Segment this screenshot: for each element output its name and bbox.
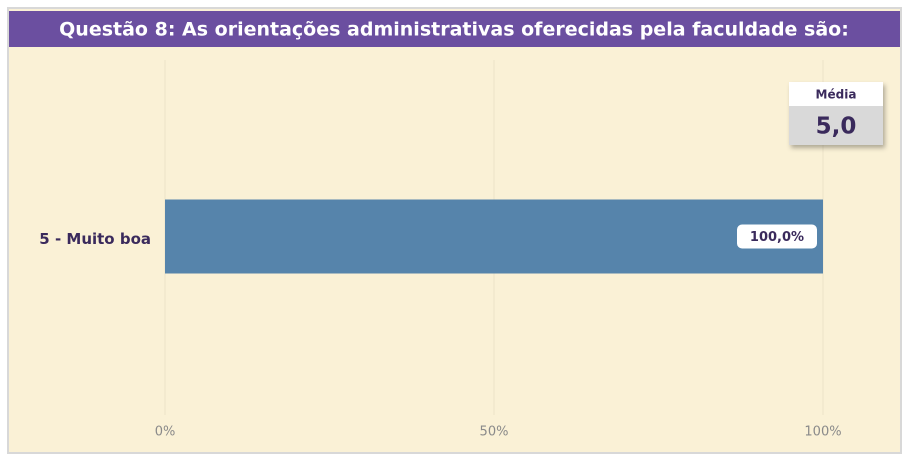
- kpi-header: [789, 82, 883, 106]
- bar: [165, 199, 823, 274]
- kpi-value: 5,0: [816, 114, 857, 140]
- kpi-box: [789, 106, 883, 145]
- value-label-box: [737, 224, 817, 249]
- x-tick-label: 0%: [155, 425, 176, 440]
- chart-title: Questão 8: As orientações administrativa…: [59, 19, 849, 41]
- plot-area: 0% 50% 100% 5 - Muito boa 100,0%: [39, 60, 842, 440]
- value-label: 100,0%: [750, 230, 804, 245]
- y-tick-label: 5 - Muito boa: [39, 230, 151, 248]
- kpi-card: [789, 82, 883, 145]
- x-tick-label: 100%: [804, 425, 841, 440]
- kpi-title: Média: [816, 88, 857, 102]
- header-bar: [9, 11, 900, 47]
- x-tick-label: 50%: [480, 425, 509, 440]
